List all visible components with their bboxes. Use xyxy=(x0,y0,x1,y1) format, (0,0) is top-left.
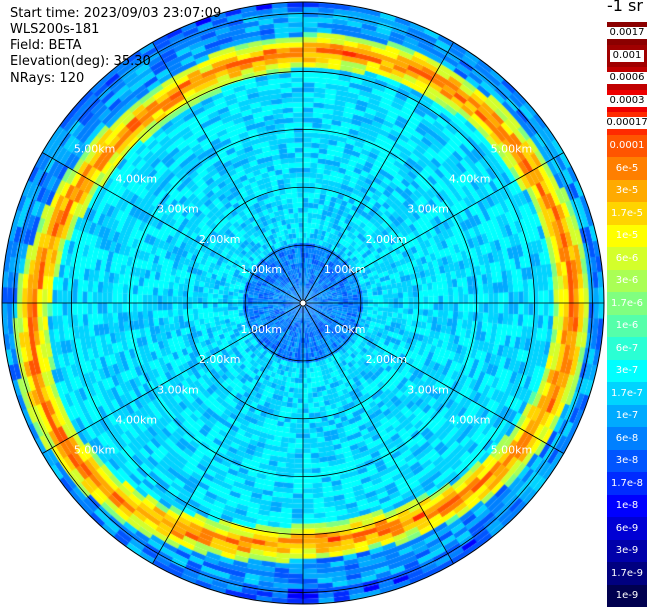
azimuth-spoke xyxy=(302,302,564,454)
colorbar-swatch: 1.7e-9 xyxy=(607,562,647,585)
colorbar-tick-label: 0.001 xyxy=(609,49,645,62)
radar-origin-marker xyxy=(299,299,307,307)
colorbar-swatch: 0.001 xyxy=(607,44,647,67)
colorbar-swatch: 1e-9 xyxy=(607,584,647,607)
range-ring-label: 2.00km xyxy=(199,353,241,366)
range-ring-label: 3.00km xyxy=(407,203,449,216)
colorbar-swatch: 3e-6 xyxy=(607,269,647,292)
azimuth-spoke xyxy=(42,152,304,304)
range-ring-label: 2.00km xyxy=(366,353,408,366)
colorbar-swatch: 1e-6 xyxy=(607,314,647,337)
range-ring-label: 5.00km xyxy=(491,143,533,156)
colorbar-tick-label: 0.0001 xyxy=(609,140,645,152)
colorbar-tick-label: 6e-5 xyxy=(615,162,639,174)
range-ring-label: 5.00km xyxy=(74,143,116,156)
range-ring-label: 2.00km xyxy=(366,233,408,246)
range-ring-label: 3.00km xyxy=(157,383,199,396)
azimuth-spoke xyxy=(302,302,454,564)
colorbar-tick-label: 1.7e-6 xyxy=(610,297,644,309)
colorbar-swatch: 3e-9 xyxy=(607,539,647,562)
colorbar-tick-label: 0.0003 xyxy=(606,94,647,107)
instrument-label: WLS200s-181 xyxy=(10,22,100,37)
range-ring-label: 5.00km xyxy=(74,444,116,457)
colorbar-tick-label: 3e-7 xyxy=(615,365,639,377)
colorbar-swatch: 6e-9 xyxy=(607,517,647,540)
colorbar-tick-label: 1.7e-8 xyxy=(610,477,644,489)
colorbar-swatch: 1.7e-5 xyxy=(607,202,647,225)
range-ring-label: 4.00km xyxy=(449,173,491,186)
range-ring-label: 3.00km xyxy=(407,383,449,396)
colorbar-tick-label: 0.0017 xyxy=(606,27,647,40)
range-ring-label: 1.00km xyxy=(324,263,366,276)
colorbar-swatch: 3e-7 xyxy=(607,359,647,382)
colorbar-tick-label: 1e-5 xyxy=(615,230,639,242)
colorbar-tick-label: 1.7e-9 xyxy=(610,567,644,579)
range-ring-label: 3.00km xyxy=(157,203,199,216)
range-ring-label: 1.00km xyxy=(241,263,283,276)
range-ring-label: 2.00km xyxy=(199,233,241,246)
nrays-label: NRays: 120 xyxy=(10,71,85,86)
colorbar-tick-label: 1e-8 xyxy=(615,500,639,512)
colorbar-tick-label: 0.0006 xyxy=(606,72,647,85)
colorbar-tick-label: 6e-7 xyxy=(615,342,639,354)
colorbar-swatch: 3e-5 xyxy=(607,179,647,202)
colorbar-swatch: 6e-7 xyxy=(607,337,647,360)
colorbar-swatch: 1.7e-6 xyxy=(607,292,647,315)
colorbar-tick-label: 1e-7 xyxy=(615,410,639,422)
colorbar-tick-label: 6e-6 xyxy=(615,252,639,264)
azimuth-spoke xyxy=(42,302,304,454)
colorbar-tick-label: 6e-8 xyxy=(615,432,639,444)
colorbar-tick-label: 3e-5 xyxy=(615,185,639,197)
colorbar-swatch: 1.7e-8 xyxy=(607,472,647,495)
range-ring-label: 1.00km xyxy=(324,323,366,336)
colorbar-swatch: 0.0001 xyxy=(607,134,647,157)
elevation-label: Elevation(deg): 35.30 xyxy=(10,54,151,69)
colorbar-tick-label: 1e-6 xyxy=(615,320,639,332)
azimuth-spoke xyxy=(152,42,304,304)
azimuth-spoke xyxy=(152,302,304,564)
colorbar-tick-label: 1.7e-5 xyxy=(610,207,644,219)
start-time-label: Start time: 2023/09/03 23:07:09 xyxy=(10,6,222,21)
azimuth-spoke xyxy=(302,152,564,304)
colorbar-tick-label: 6e-9 xyxy=(615,522,639,534)
colorbar-swatch: 0.0006 xyxy=(606,67,647,90)
colorbar-swatch: 6e-6 xyxy=(607,247,647,270)
colorbar-swatch: 1e-5 xyxy=(607,224,647,247)
range-ring-label: 1.00km xyxy=(241,323,283,336)
colorbar-swatch: 3e-8 xyxy=(607,449,647,472)
range-ring-label: 5.00km xyxy=(491,444,533,457)
colorbar-tick-label: 3e-9 xyxy=(615,545,639,557)
colorbar-tick-label: 1e-9 xyxy=(615,590,639,602)
colorbar-swatch: 6e-8 xyxy=(607,427,647,450)
range-ring-label: 4.00km xyxy=(116,173,158,186)
colorbar-swatch: 6e-5 xyxy=(607,157,647,180)
colorbar-swatch: 0.0003 xyxy=(606,89,647,112)
colorbar-swatch: 1e-7 xyxy=(607,404,647,427)
field-label: Field: BETA xyxy=(10,38,82,53)
colorbar-swatch: 1.7e-7 xyxy=(607,382,647,405)
colorbar-tick-label: 1.7e-7 xyxy=(610,387,644,399)
colorbar-tick-label: 0.00017 xyxy=(603,117,647,130)
colorbar-tick-label: 3e-8 xyxy=(615,455,639,467)
colorbar-swatch: 1e-8 xyxy=(607,494,647,517)
ppi-grid-overlay: 1.00km 1.00km 1.00km 1.00km 2.00km 2.00km 2.00… xyxy=(1,1,605,605)
range-ring-label: 4.00km xyxy=(116,413,158,426)
range-ring-label: 4.00km xyxy=(449,413,491,426)
colorbar-unit: -1 sr xyxy=(607,0,643,15)
azimuth-spoke xyxy=(302,42,454,304)
colorbar-swatch: 0.00017 xyxy=(603,112,647,135)
colorbar-tick-label: 3e-6 xyxy=(615,275,639,287)
colorbar-swatch: 0.0017 xyxy=(606,22,647,45)
